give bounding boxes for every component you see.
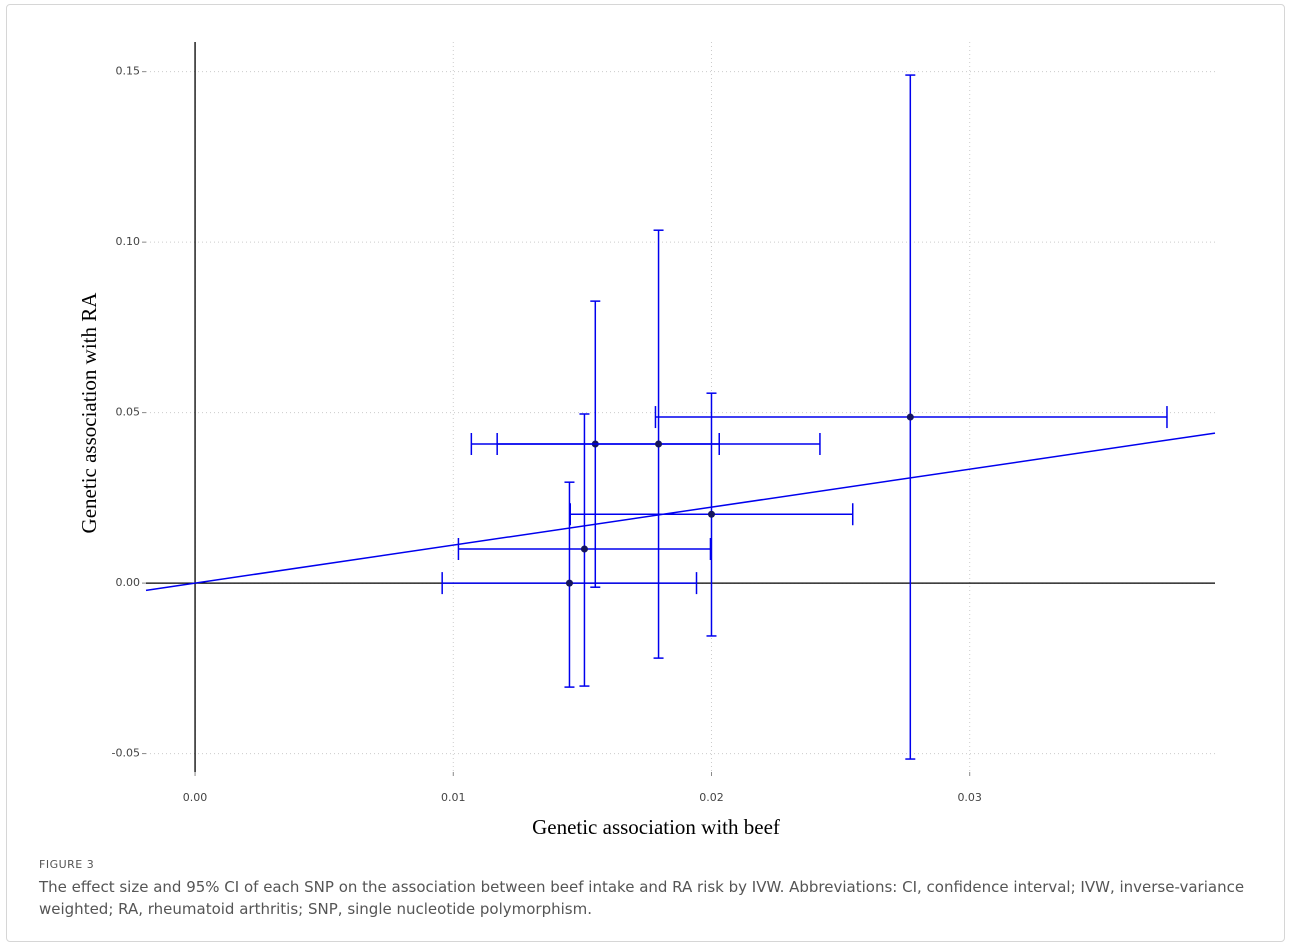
point — [707, 510, 715, 518]
caption-label: FIGURE 3 — [39, 858, 95, 871]
y-tick-label: 0.10 — [116, 235, 141, 248]
y-tick-label: 0.00 — [116, 576, 141, 589]
y-tick-label: -0.05 — [112, 747, 140, 760]
point — [565, 579, 573, 587]
x-axis-title: Genetic association with beef — [532, 815, 780, 839]
x-tick-label: 0.00 — [183, 791, 208, 804]
caption-text: The effect size and 95% CI of each SNP o… — [39, 878, 1245, 918]
x-tick-label: 0.03 — [957, 791, 982, 804]
y-tick-label: 0.15 — [116, 65, 141, 78]
point — [655, 440, 663, 448]
x-tick-label: 0.01 — [441, 791, 466, 804]
point — [580, 545, 588, 553]
y-tick-label: 0.05 — [116, 406, 141, 419]
y-axis-title: Genetic association with RA — [77, 292, 101, 534]
chart: Genetic association with beef Genetic as… — [77, 42, 1216, 839]
regression-line — [145, 432, 1216, 592]
figure-frame — [6, 4, 1285, 942]
point — [906, 413, 914, 421]
x-tick-label: 0.02 — [699, 791, 724, 804]
